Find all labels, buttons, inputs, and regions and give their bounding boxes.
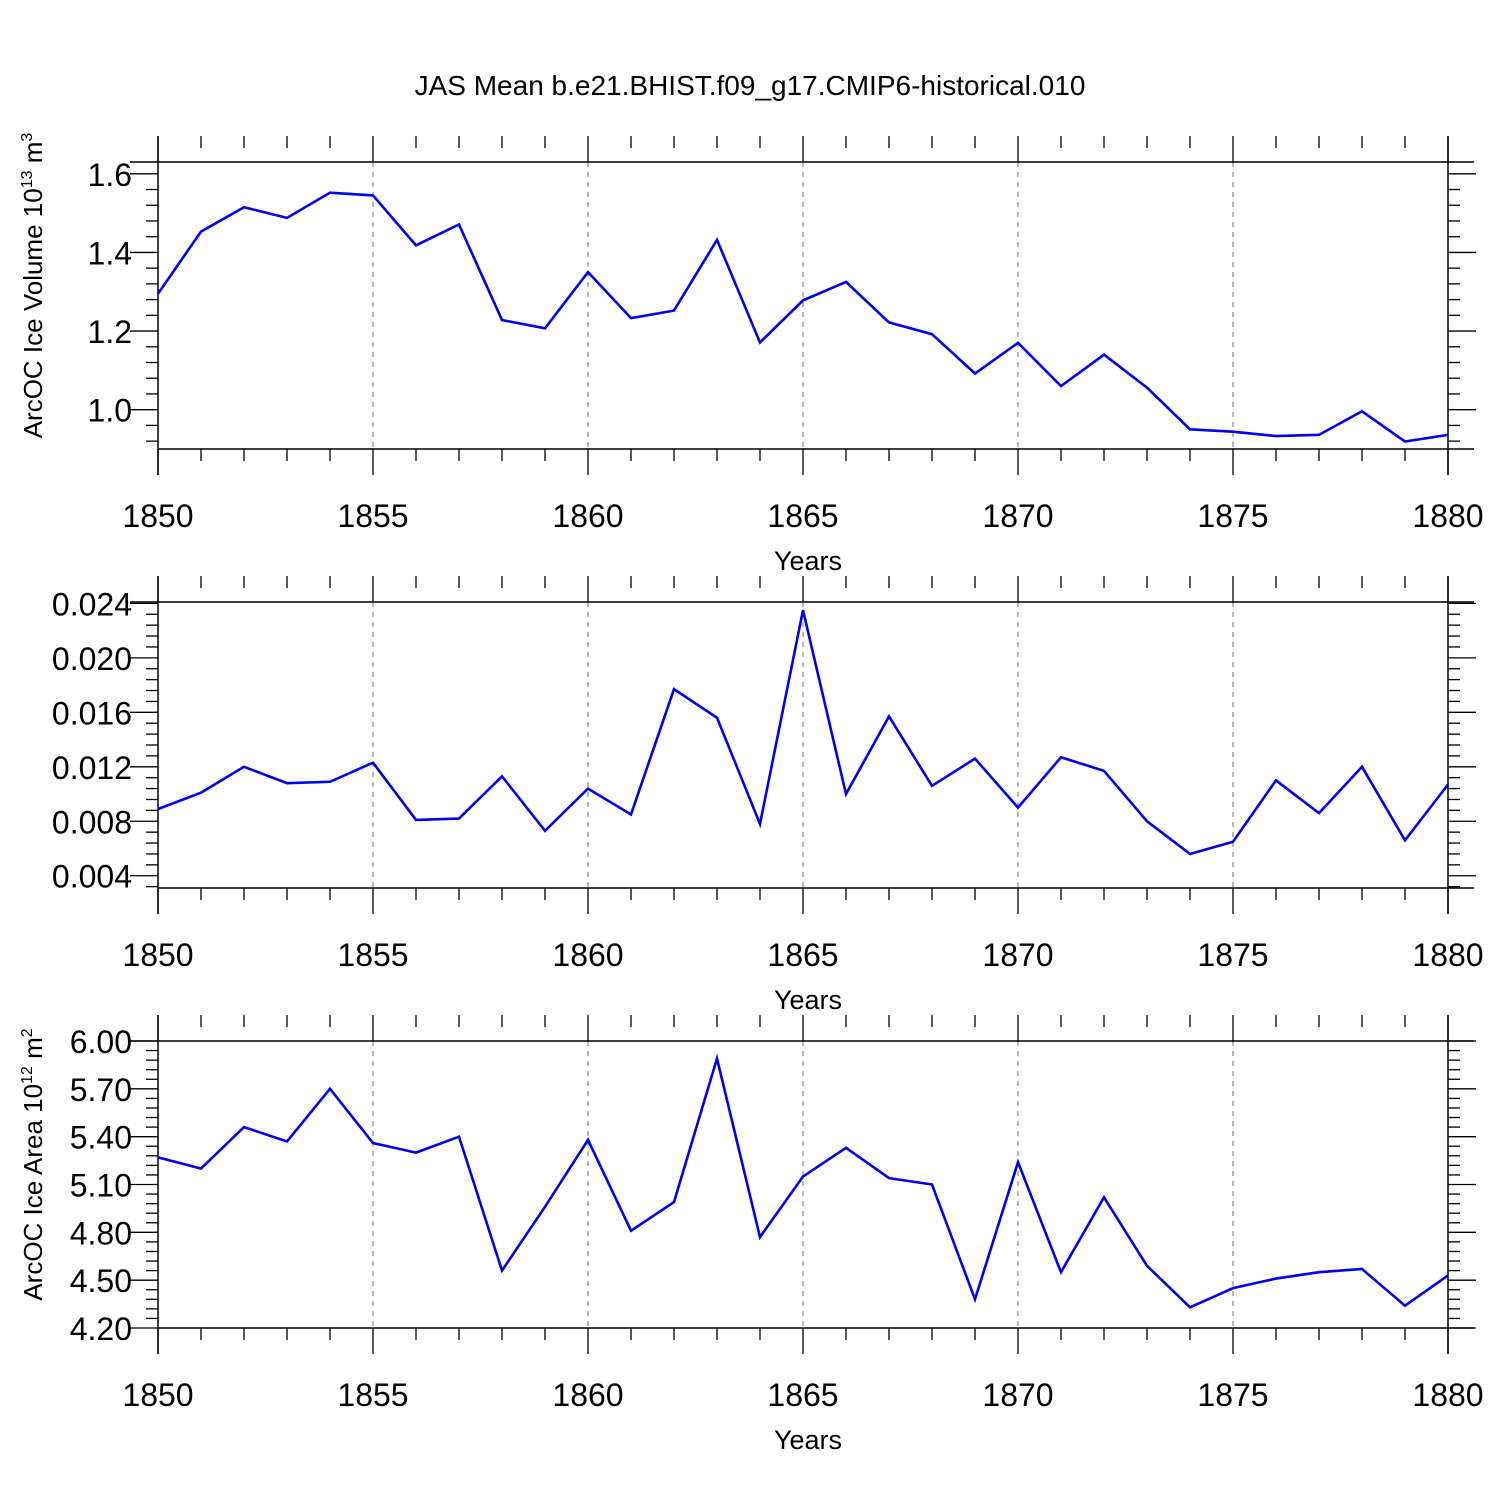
x-tick-label: 1855	[337, 498, 408, 534]
y-tick-label: 0.016	[52, 695, 132, 731]
y-tick-label: 5.70	[70, 1072, 132, 1108]
x-tick-label: 1860	[552, 937, 623, 973]
y-axis-label: ArcOC Ice Volume 1013 m3	[18, 133, 48, 439]
y-tick-label: 1.6	[88, 157, 132, 193]
x-axis-label: Years	[774, 546, 842, 576]
series-line-1	[157, 1053, 1449, 1309]
x-tick-label: 1875	[1197, 498, 1268, 534]
chart-panel-2: 1850 1855 1860 1865 1870 1875 1880 Years 0.004 0.…	[52, 576, 1484, 1015]
y-tick-label: 1.4	[88, 235, 132, 271]
x-tick-label: 1850	[122, 937, 193, 973]
x-axis-label: Years	[774, 985, 842, 1015]
chart-panels: 1850 1855 1860 1865 1870 1875 1880 Years 1.0 1.2 1…	[18, 133, 1484, 1455]
x-tick-label: 1860	[552, 498, 623, 534]
y-tick-label: 1.0	[88, 393, 132, 429]
chart-panel-3: 1850 1855 1860 1865 1870 1875 1880 Years 4.20 4.5…	[18, 1015, 1484, 1455]
x-axis-label: Years	[774, 1425, 842, 1455]
y-tick-label: 0.008	[52, 804, 132, 840]
y-tick-label: 1.2	[88, 314, 132, 350]
x-tick-label: 1875	[1197, 1377, 1268, 1413]
y-tick-label: 0.024	[52, 586, 132, 622]
x-tick-label: 1850	[122, 498, 193, 534]
y-tick-label: 5.10	[70, 1168, 132, 1204]
y-tick-label: 6.00	[70, 1024, 132, 1060]
x-tick-label: 1865	[767, 1377, 838, 1413]
x-tick-label: 1865	[767, 937, 838, 973]
y-tick-label: 4.80	[70, 1215, 132, 1251]
x-tick-label: 1880	[1412, 1377, 1483, 1413]
y-tick-label: 4.20	[70, 1311, 132, 1347]
y-tick-label: 0.004	[52, 859, 132, 895]
x-tick-label: 1870	[982, 937, 1053, 973]
series-line-1	[156, 191, 1449, 443]
x-tick-label: 1855	[337, 937, 408, 973]
x-tick-label: 1870	[982, 1377, 1053, 1413]
x-tick-label: 1880	[1412, 937, 1483, 973]
y-tick-label: 0.012	[52, 750, 132, 786]
x-tick-label: 1850	[122, 1377, 193, 1413]
x-tick-label: 1880	[1412, 498, 1483, 534]
y-tick-label: 4.50	[70, 1263, 132, 1299]
series-line-1	[157, 609, 1450, 856]
x-tick-label: 1875	[1197, 937, 1268, 973]
x-tick-label: 1860	[552, 1377, 623, 1413]
y-axis-label: ArcOC Ice Area 1012 m2	[18, 1028, 48, 1300]
y-tick-label: 0.020	[52, 641, 132, 677]
x-tick-label: 1855	[337, 1377, 408, 1413]
chart-panel-1: 1850 1855 1860 1865 1870 1875 1880 Years 1.0 1.2 1…	[18, 133, 1484, 576]
x-tick-label: 1865	[767, 498, 838, 534]
x-tick-label: 1870	[982, 498, 1053, 534]
figure-title: JAS Mean b.e21.BHIST.f09_g17.CMIP6-histo…	[415, 70, 1086, 101]
y-tick-label: 5.40	[70, 1120, 132, 1156]
